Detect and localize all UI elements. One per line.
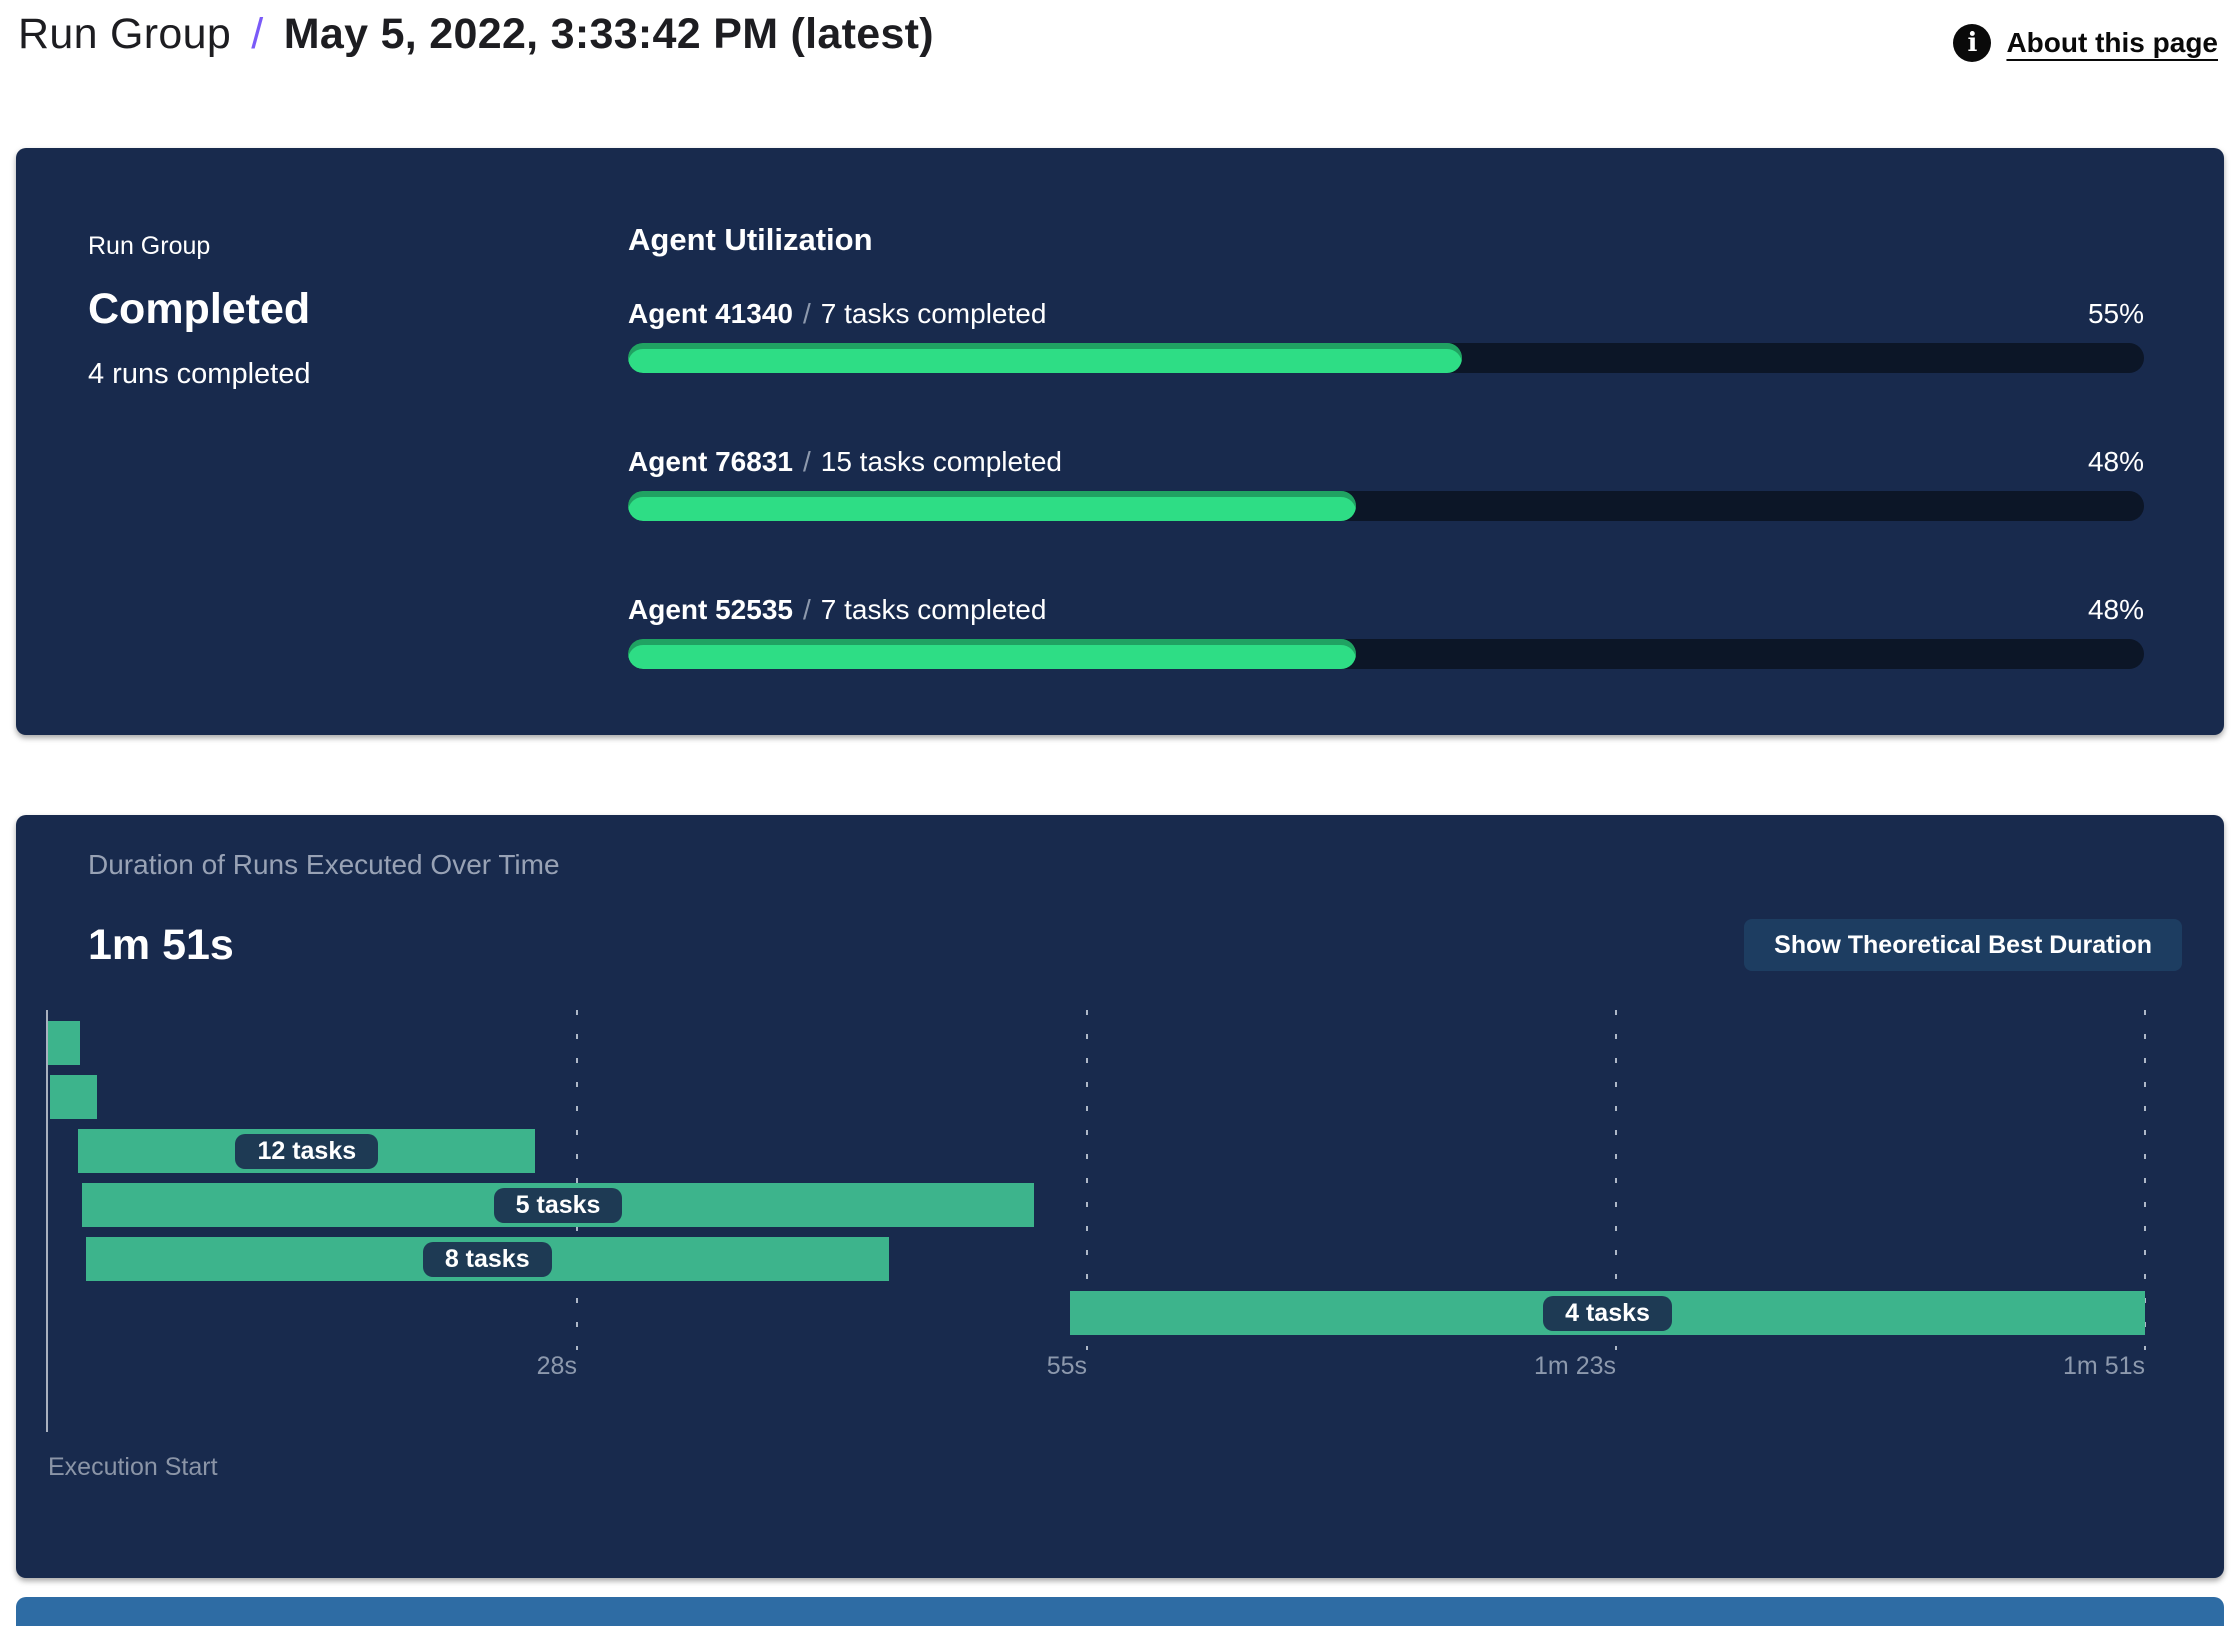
gantt-bar[interactable]: 12 tasks: [78, 1129, 536, 1173]
tick-label: 1m 51s: [2063, 1352, 2145, 1380]
agent-utilization: 48%: [2087, 446, 2144, 477]
gridline: [1086, 1010, 1089, 1350]
agent-utilization: 55%: [2087, 298, 2144, 329]
agent-progress-fill: [628, 491, 1356, 521]
gantt-bar-label: 12 tasks: [235, 1133, 379, 1169]
gantt-bar-label: 5 tasks: [493, 1187, 623, 1223]
agent-separator: /: [802, 298, 811, 329]
agent-tasks: 7 tasks completed: [820, 594, 1047, 625]
gridline: [575, 1010, 578, 1350]
agent-progress-fill: [628, 343, 1462, 373]
gantt-bar[interactable]: 4 tasks: [1070, 1291, 2145, 1335]
agent-separator: /: [802, 446, 811, 477]
agent-separator: /: [802, 594, 811, 625]
page-title: May 5, 2022, 3:33:42 PM (latest): [283, 10, 934, 58]
agent-name: Agent 76831: [628, 446, 793, 477]
agent-row: Agent 52535 / 7 tasks completed 48%: [628, 594, 2144, 669]
gridline: [2144, 1010, 2146, 1350]
tick-label: 28s: [536, 1352, 577, 1380]
agent-name: Agent 41340: [628, 298, 793, 329]
agent-progress-track: [628, 639, 2144, 669]
breadcrumb-separator: /: [251, 10, 264, 58]
execution-start-axis-line: [46, 1010, 48, 1432]
agent-tasks: 7 tasks completed: [820, 298, 1047, 329]
status-badge: Completed: [88, 285, 311, 333]
show-theoretical-best-duration-button[interactable]: Show Theoretical Best Duration: [1744, 919, 2182, 971]
run-group-status-block: Run Group Completed 4 runs completed: [88, 232, 310, 391]
agent-progress-track: [628, 491, 2144, 521]
gantt-bar[interactable]: [49, 1075, 98, 1119]
next-section-top-edge: [16, 1597, 2224, 1626]
agent-row: Agent 41340 / 7 tasks completed 55%: [628, 298, 2144, 373]
breadcrumb: Run Group / May 5, 2022, 3:33:42 PM (lat…: [18, 10, 934, 59]
run-group-summary-card: Run Group Completed 4 runs completed Age…: [16, 148, 2224, 735]
gantt-bar[interactable]: 8 tasks: [85, 1237, 889, 1281]
gantt-bar[interactable]: [48, 1021, 81, 1065]
execution-start-label: Execution Start: [48, 1453, 218, 1481]
run-group-label: Run Group: [88, 232, 211, 260]
gantt-bar-label: 4 tasks: [1543, 1295, 1672, 1331]
about-link[interactable]: About this page: [2006, 27, 2218, 58]
gantt-ticks: 28s 55s 1m 23s 1m 51s: [48, 1352, 2145, 1384]
gantt-bar[interactable]: 5 tasks: [82, 1183, 1035, 1227]
agent-utilization-title: Agent Utilization: [628, 222, 873, 257]
agent-utilization: 48%: [2087, 594, 2144, 625]
agent-progress-track: [628, 343, 2144, 373]
about-this-page[interactable]: i About this page: [1953, 24, 2218, 62]
gantt-plot: 12 tasks 5 tasks 8 tasks 4 tasks 28s 55s 1m 2…: [46, 1010, 2146, 1432]
duration-chart-card: Duration of Runs Executed Over Time 1m 5…: [16, 815, 2224, 1578]
tick-label: 1m 23s: [1534, 1352, 1617, 1380]
runs-completed: 4 runs completed: [88, 358, 311, 390]
page-header: Run Group / May 5, 2022, 3:33:42 PM (lat…: [18, 10, 2218, 62]
gantt-bar-label: 8 tasks: [422, 1241, 552, 1277]
duration-chart-title: Duration of Runs Executed Over Time: [88, 849, 560, 880]
info-icon[interactable]: i: [1953, 24, 1992, 62]
total-duration: 1m 51s: [88, 921, 234, 969]
agent-name: Agent 52535: [628, 594, 793, 625]
agent-tasks: 15 tasks completed: [820, 446, 1062, 477]
tick-label: 55s: [1046, 1352, 1088, 1380]
gridline: [1615, 1010, 1618, 1350]
agent-row: Agent 76831 / 15 tasks completed 48%: [628, 446, 2144, 521]
agent-progress-fill: [628, 639, 1356, 669]
breadcrumb-run-group[interactable]: Run Group: [18, 10, 232, 58]
